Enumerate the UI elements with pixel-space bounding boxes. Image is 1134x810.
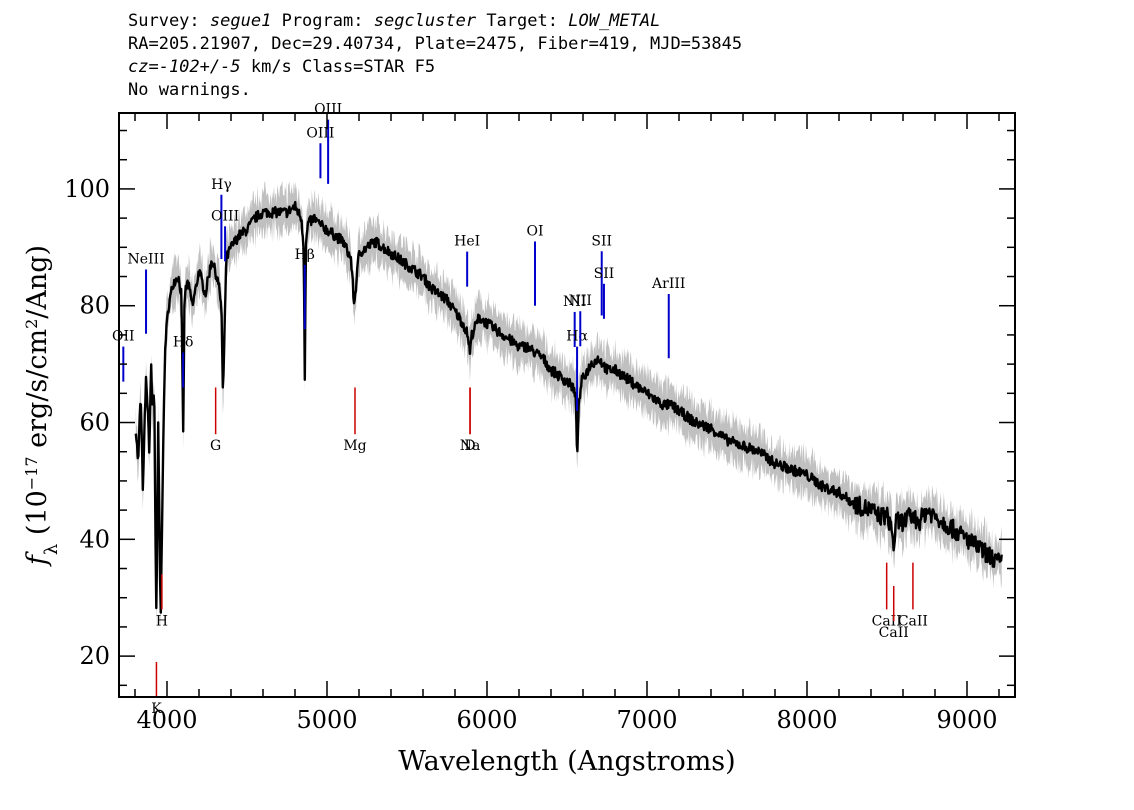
survey-label: Survey: — [128, 11, 200, 31]
emission-line-label: ArIII — [651, 276, 685, 292]
flux-error-band — [135, 180, 1002, 630]
survey-value: segue1 — [209, 11, 272, 31]
absorption-line-label: K — [151, 701, 162, 717]
y-tick-label: 20 — [79, 642, 110, 670]
program-label: Program: — [281, 11, 364, 31]
absorption-line-label: H — [156, 613, 168, 629]
emission-line-label: SII — [594, 266, 615, 282]
absorption-line-label: Mg — [343, 438, 366, 454]
y-tick-label: 100 — [64, 175, 110, 203]
target-label: Target: — [486, 11, 558, 31]
target-value: LOW_METAL — [568, 11, 661, 31]
series-layer — [134, 180, 1003, 630]
y-tick-label: 80 — [79, 292, 110, 320]
plot-frame — [118, 112, 1016, 698]
program-value: segcluster — [373, 11, 477, 31]
class-text: km/s Class=STAR F5 — [240, 57, 436, 77]
header-line-redshift: cz=-102+/-5 km/s Class=STAR F5 — [128, 56, 742, 79]
emission-line-label: OII — [112, 329, 135, 345]
x-tick-label: 6000 — [456, 706, 517, 734]
emission-line-label: HeI — [454, 234, 480, 250]
emission-line-label: NII — [569, 293, 592, 309]
emission-line-label: OIII — [306, 125, 334, 141]
emission-line-label: NII — [563, 294, 586, 310]
emission-line-label: Hα — [566, 329, 588, 345]
x-tick-label: 9000 — [936, 706, 997, 734]
spectrum-header: Survey: segue1 Program: segcluster Targe… — [128, 10, 742, 102]
absorption-line-label: D — [464, 438, 475, 454]
header-line-survey: Survey: segue1 Program: segcluster Targe… — [128, 10, 742, 33]
flux-series-line — [134, 200, 1003, 614]
cz-value: cz=-102+/-5 — [128, 57, 241, 77]
line-markers-layer: OIINeIIIHδHγOIIIHβOIIIOIIIHeIOINIIHαNIIS… — [112, 102, 928, 717]
emission-line-label: OIII — [211, 208, 239, 224]
y-tick-label: 60 — [79, 409, 110, 437]
x-tick-label: 5000 — [296, 706, 357, 734]
x-tick-label: 8000 — [776, 706, 837, 734]
absorption-line-label: Na — [460, 438, 481, 454]
emission-line-label: OI — [526, 223, 543, 239]
emission-line-label: Hδ — [173, 334, 194, 350]
emission-line-label: Hβ — [295, 247, 315, 263]
y-axis-title: fλ (10−17 erg/s/cm2/Ang) — [22, 245, 62, 567]
absorption-line-label: CaII — [898, 613, 928, 629]
y-tick-label: 40 — [79, 525, 110, 553]
x-tick-label: 4000 — [136, 706, 197, 734]
ticks-layer: 4000 5000 6000 7000 8000 9000 20 40 60 80 100 — [64, 113, 1015, 734]
absorption-line-label: G — [210, 438, 221, 454]
emission-line-label: NeIII — [127, 252, 164, 268]
emission-line-label: Hγ — [211, 177, 232, 193]
emission-line-label: OIII — [314, 102, 342, 118]
x-axis-title: Wavelength (Angstroms) — [398, 746, 735, 777]
header-line-warnings: No warnings. — [128, 80, 251, 100]
emission-line-label: SII — [591, 233, 612, 249]
header-line-coordinates: RA=205.21907, Dec=29.40734, Plate=2475, … — [128, 34, 743, 54]
absorption-line-label: CaII — [879, 625, 909, 641]
x-tick-label: 7000 — [616, 706, 677, 734]
